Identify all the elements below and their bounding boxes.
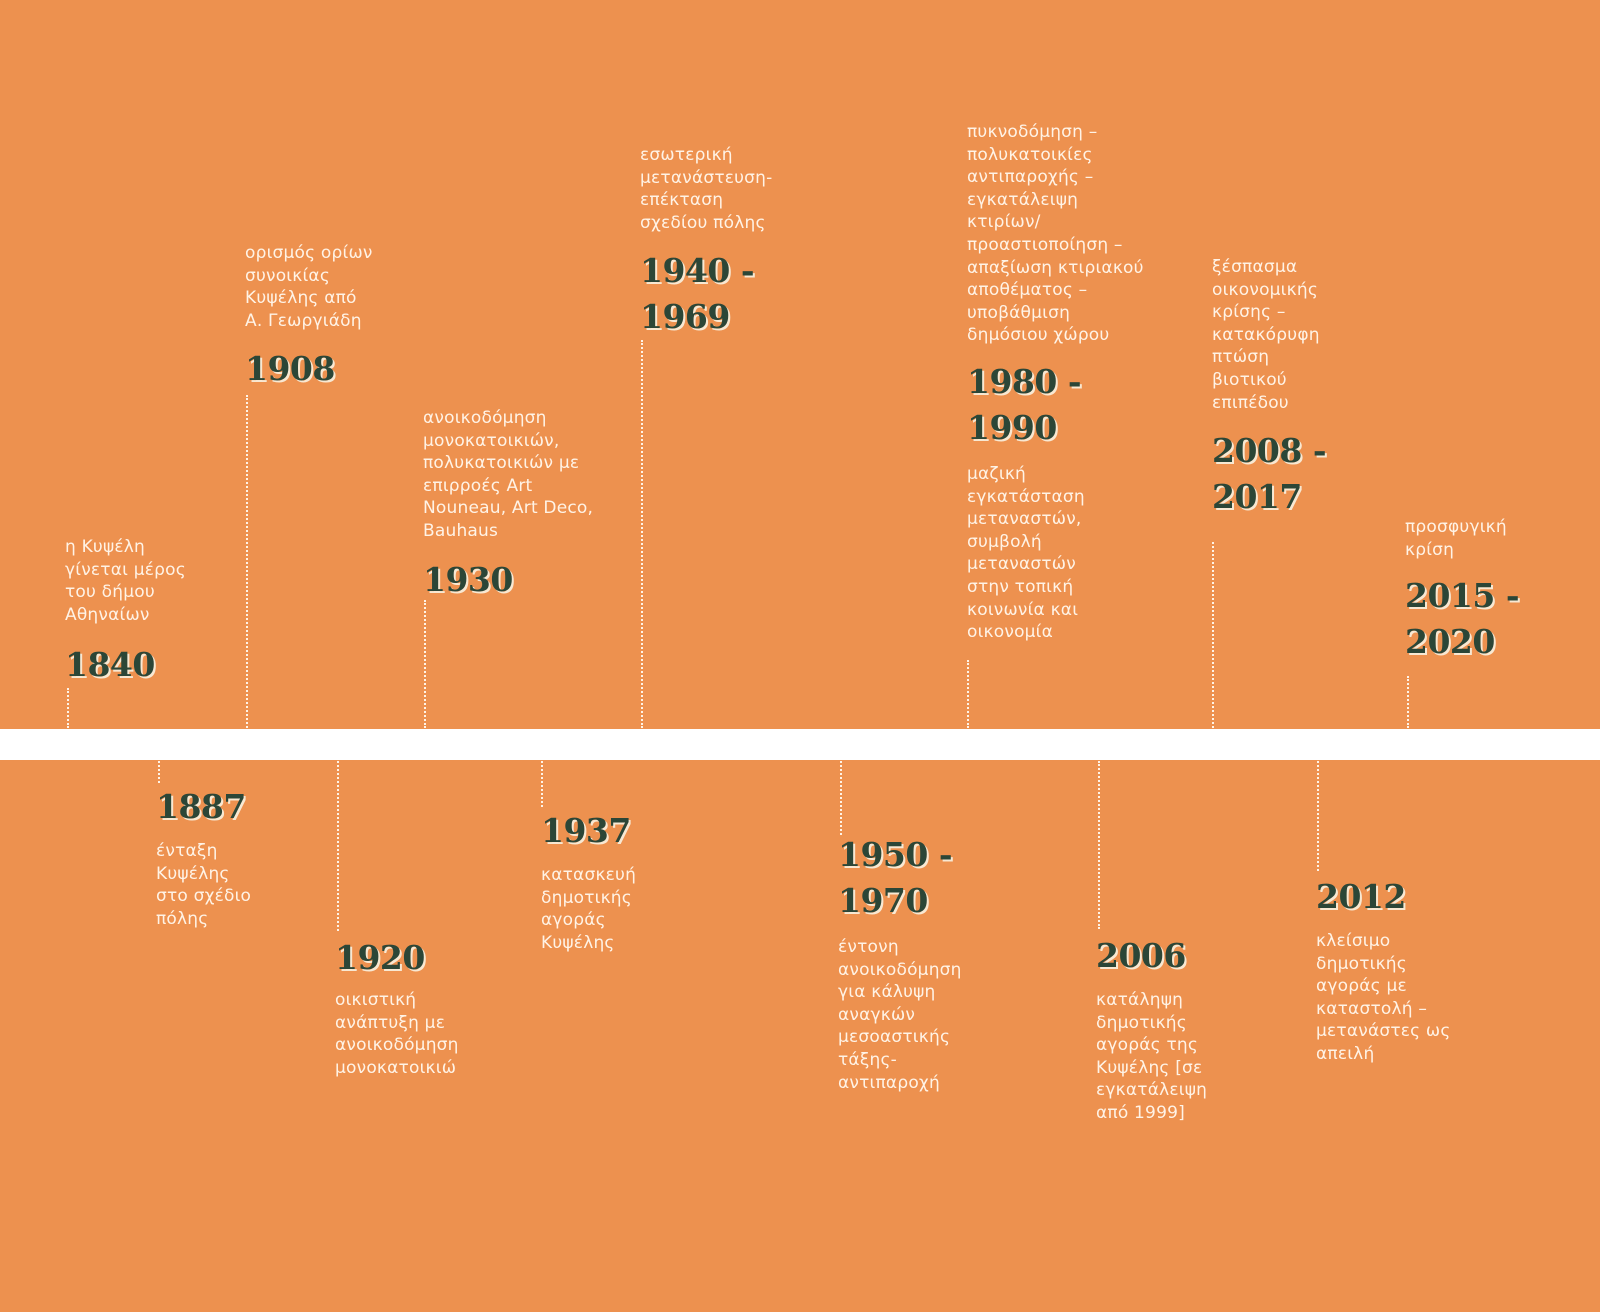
event-description-secondary: μαζική εγκατάσταση μεταναστών, συμβολή μ…: [967, 463, 1085, 643]
event-1840: η Κυψέλη γίνεται μέρος του δήμου Αθηναίω…: [65, 536, 245, 688]
connector-1937: [541, 761, 543, 807]
timeline-band: [0, 729, 1600, 760]
event-year: 1887: [156, 787, 246, 826]
event-1950-1970: 1950 - 1970 έντονη ανοικοδόμηση για κάλυ…: [838, 832, 1018, 1094]
event-year: 2008 - 2017: [1212, 431, 1327, 517]
event-2015-2020: προσφυγική κρίση 2015 - 2020: [1405, 516, 1585, 665]
event-description: οικιστική ανάπτυξη με ανοικοδόμηση μονοκ…: [335, 990, 459, 1078]
event-year: 1930: [423, 559, 513, 599]
event-description: κατάληψη δημοτικής αγοράς της Κυψέλης [σ…: [1096, 990, 1208, 1123]
event-year: 2006: [1096, 936, 1186, 975]
event-year: 1908: [245, 349, 335, 389]
event-2006: 2006 κατάληψη δημοτικής αγοράς της Κυψέλ…: [1096, 933, 1276, 1125]
event-1887: 1887 ένταξη Κυψέλης στο σχέδιο πόλης: [156, 784, 336, 930]
event-year: 2015 - 2020: [1405, 576, 1520, 662]
connector-2006: [1098, 761, 1100, 929]
event-year: 1980 - 1990: [967, 361, 1082, 447]
event-description: προσφυγική κρίση: [1405, 517, 1507, 560]
event-description: πυκνοδόμηση – πολυκατοικίες αντιπαροχής …: [967, 122, 1144, 346]
connector-1940-1969: [641, 340, 643, 728]
event-year: 1950 - 1970: [838, 835, 953, 920]
event-year: 1937: [541, 811, 631, 850]
connector-1908: [246, 395, 248, 728]
event-year: 1840: [65, 645, 155, 685]
event-1937: 1937 κατασκευή δημοτικής αγοράς Κυψέλης: [541, 808, 721, 954]
event-1920: 1920 οικιστική ανάπτυξη με ανοικοδόμηση …: [335, 935, 515, 1079]
event-description: κατασκευή δημοτικής αγοράς Κυψέλης: [541, 865, 637, 953]
event-description: ορισμός ορίων συνοικίας Κυψέλης από Α. Γ…: [245, 243, 373, 331]
event-description: ξέσπασμα οικονομικής κρίσης – κατακόρυφη…: [1212, 257, 1320, 413]
event-year: 2012: [1316, 877, 1406, 916]
connector-2012: [1317, 761, 1319, 871]
connector-1920: [337, 761, 339, 931]
connector-1950-1970: [840, 761, 842, 835]
connector-1887: [158, 761, 160, 783]
connector-1930: [424, 600, 426, 728]
event-description: έντονη ανοικοδόμηση για κάλυψη αναγκών μ…: [838, 937, 962, 1093]
event-description: ένταξη Κυψέλης στο σχέδιο πόλης: [156, 841, 252, 929]
connector-1980-1990: [967, 660, 969, 728]
event-1980-1990: πυκνοδόμηση – πολυκατοικίες αντιπαροχής …: [967, 121, 1167, 644]
event-1908: ορισμός ορίων συνοικίας Κυψέλης από Α. Γ…: [245, 242, 425, 392]
connector-1840: [67, 688, 69, 728]
connector-2008-2017: [1212, 542, 1214, 728]
event-2008-2017: ξέσπασμα οικονομικής κρίσης – κατακόρυφη…: [1212, 256, 1392, 520]
event-year: 1940 - 1969: [640, 251, 755, 337]
event-1930: ανοικοδόμηση μονοκατοικιών, πολυκατοικιώ…: [423, 407, 603, 603]
event-description: κλείσιμο δημοτικής αγοράς με καταστολή –…: [1316, 931, 1451, 1064]
connector-2015-2020: [1407, 676, 1409, 728]
event-description: εσωτερική μετανάστευση- επέκταση σχεδίου…: [640, 145, 773, 233]
event-2012: 2012 κλείσιμο δημοτικής αγοράς με καταστ…: [1316, 874, 1496, 1066]
event-description: ανοικοδόμηση μονοκατοικιών, πολυκατοικιώ…: [423, 408, 594, 541]
event-description: η Κυψέλη γίνεται μέρος του δήμου Αθηναίω…: [65, 537, 186, 625]
event-1940-1969: εσωτερική μετανάστευση- επέκταση σχεδίου…: [640, 144, 820, 340]
event-year: 1920: [335, 938, 425, 977]
